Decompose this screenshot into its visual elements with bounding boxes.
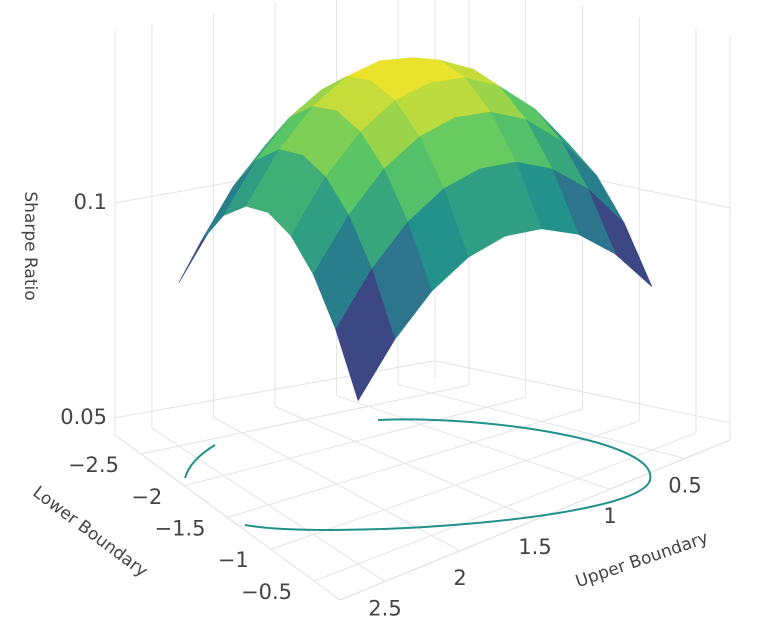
surface-cell <box>335 268 396 402</box>
y-grid-line <box>151 428 386 582</box>
y-tick-label: 0.5 <box>668 473 701 497</box>
surface <box>178 57 653 402</box>
z-grid-line <box>114 360 731 424</box>
y-grid-line <box>336 395 611 490</box>
y-tick-label: 2 <box>453 566 466 590</box>
contour-projection <box>184 418 652 531</box>
y-grid-line <box>274 406 536 521</box>
y-grid-line <box>213 417 461 552</box>
x-tick-label: −1 <box>218 548 249 572</box>
x-tick-label: −2 <box>131 485 162 509</box>
x-tick-label: −1.5 <box>155 517 206 541</box>
z-axis-title: Sharpe Ratio <box>20 191 40 300</box>
z-tick-label: 0.05 <box>60 405 107 429</box>
grid <box>114 0 731 601</box>
y-tick-label: 2.5 <box>368 597 401 621</box>
x-tick-label: −2.5 <box>68 453 119 477</box>
y-tick-label: 1.5 <box>518 535 551 559</box>
labels: −2.5 −2 −1.5 −1 −0.5 0.5 1 1.5 2 2.5 0.05 0.1 <box>60 190 701 621</box>
z-tick-label: 0.1 <box>74 190 107 214</box>
y-grid-line <box>397 384 686 459</box>
x-tick-label: −0.5 <box>241 580 292 604</box>
y-tick-label: 1 <box>603 504 616 528</box>
y-axis-title: Upper Boundary <box>573 528 711 592</box>
